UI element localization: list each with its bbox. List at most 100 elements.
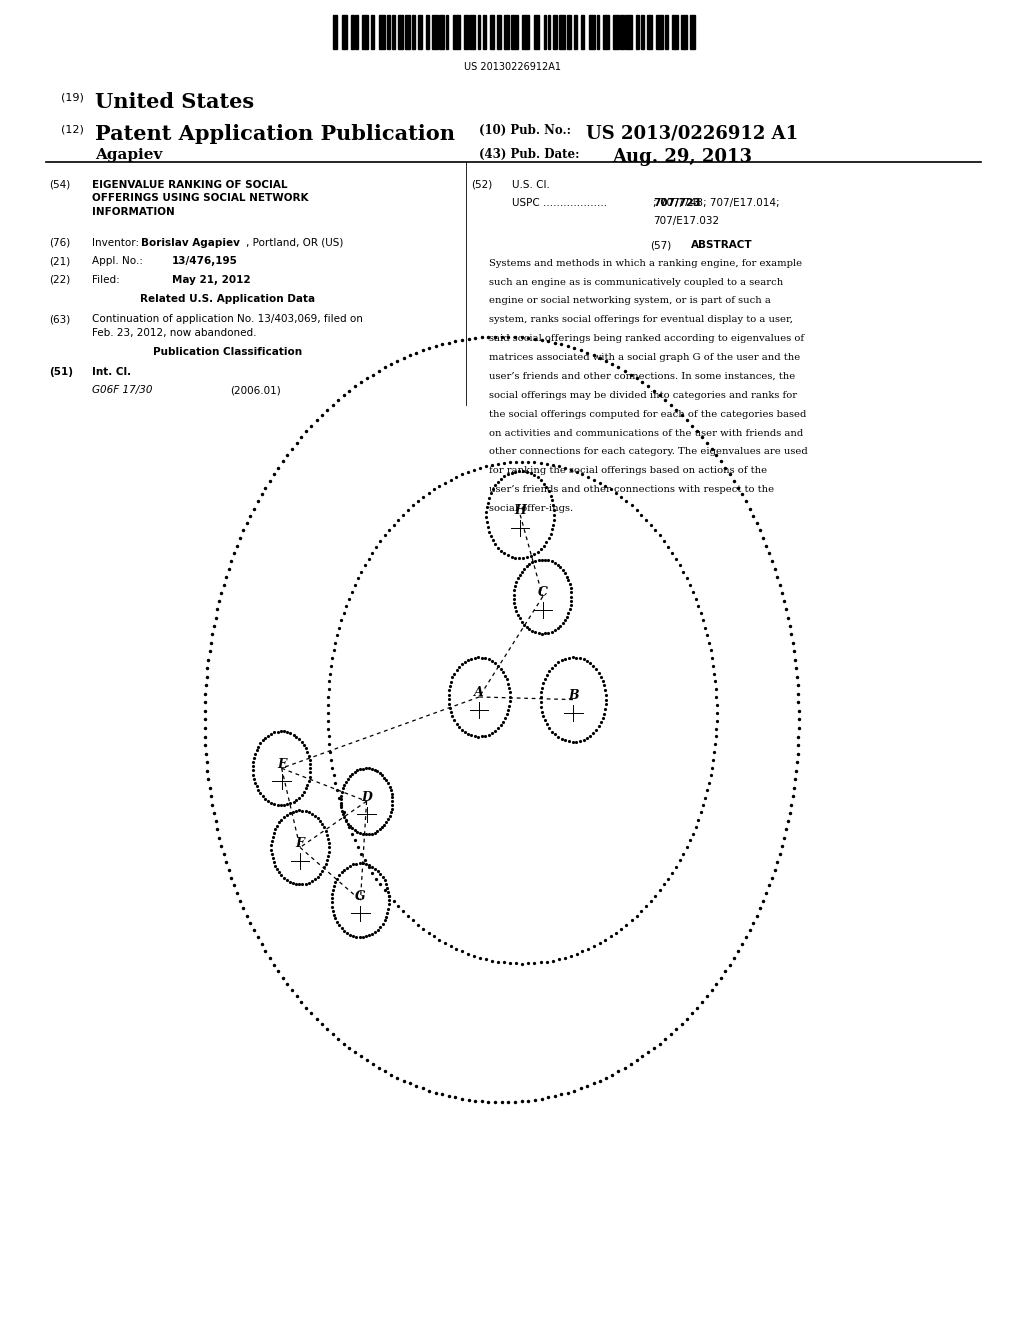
- Point: [497, 466, 513, 487]
- Point: [341, 589, 357, 610]
- Text: (76): (76): [49, 238, 71, 248]
- Point: [284, 979, 300, 1001]
- Point: [571, 648, 588, 669]
- Point: [660, 869, 677, 890]
- Point: [501, 1092, 517, 1113]
- Point: [708, 671, 724, 692]
- Point: [342, 924, 358, 945]
- Point: [325, 395, 341, 416]
- Point: [499, 669, 515, 690]
- Point: [415, 919, 431, 940]
- Point: [328, 908, 344, 929]
- Point: [372, 818, 388, 840]
- Point: [245, 764, 261, 785]
- Point: [381, 890, 397, 911]
- Point: [288, 800, 304, 821]
- Point: [344, 818, 360, 840]
- Point: [329, 869, 345, 890]
- Point: [646, 1038, 663, 1059]
- Point: [242, 506, 258, 527]
- Point: [348, 927, 365, 948]
- Point: [460, 723, 476, 744]
- Point: [441, 676, 458, 697]
- Point: [326, 640, 342, 661]
- Point: [540, 1086, 556, 1107]
- Point: [314, 813, 331, 834]
- Point: [198, 735, 214, 756]
- Point: [598, 684, 614, 705]
- Point: [767, 859, 783, 880]
- Point: [370, 919, 386, 940]
- Bar: [522, 15, 529, 49]
- Point: [368, 536, 384, 557]
- Point: [624, 909, 640, 931]
- Point: [674, 404, 690, 425]
- Point: [261, 470, 278, 491]
- Point: [547, 553, 563, 574]
- Point: [629, 1049, 645, 1071]
- Point: [334, 781, 350, 803]
- Bar: [646, 15, 652, 49]
- Text: (57): (57): [650, 240, 672, 251]
- Point: [651, 525, 668, 546]
- Point: [461, 1089, 477, 1110]
- Point: [440, 333, 457, 354]
- Point: [380, 898, 396, 919]
- Point: [206, 615, 222, 636]
- Point: [544, 721, 560, 742]
- Bar: [477, 15, 480, 49]
- Point: [713, 968, 729, 989]
- Point: [745, 912, 762, 933]
- Text: (43) Pub. Date:: (43) Pub. Date:: [479, 148, 580, 161]
- Point: [298, 997, 314, 1018]
- Point: [283, 793, 299, 814]
- Point: [427, 1082, 443, 1104]
- Point: [306, 805, 323, 826]
- Point: [579, 651, 595, 672]
- Text: May 21, 2012: May 21, 2012: [172, 275, 251, 285]
- Point: [559, 566, 575, 587]
- Point: [480, 648, 497, 669]
- Bar: [342, 15, 347, 49]
- Point: [213, 582, 229, 603]
- Point: [291, 800, 307, 821]
- Point: [342, 766, 358, 787]
- Point: [236, 898, 252, 919]
- Point: [595, 671, 611, 692]
- Point: [776, 590, 793, 611]
- Point: [201, 649, 217, 671]
- Point: [376, 814, 392, 836]
- Point: [752, 520, 768, 541]
- Point: [726, 948, 742, 969]
- Point: [709, 702, 725, 723]
- Point: [207, 810, 223, 832]
- Point: [534, 623, 550, 644]
- Point: [380, 882, 396, 903]
- Point: [502, 690, 518, 711]
- Point: [266, 722, 283, 743]
- Point: [684, 581, 700, 602]
- Point: [539, 952, 555, 973]
- Point: [497, 543, 513, 564]
- Point: [529, 467, 546, 488]
- Point: [480, 326, 497, 347]
- Point: [574, 941, 591, 962]
- Point: [345, 854, 361, 875]
- Point: [579, 727, 595, 748]
- Point: [702, 764, 719, 785]
- Point: [199, 667, 215, 688]
- Point: [354, 927, 371, 948]
- Point: [532, 696, 549, 717]
- Point: [493, 715, 509, 737]
- Point: [501, 696, 517, 717]
- Point: [694, 991, 711, 1012]
- Point: [353, 1045, 370, 1067]
- Point: [279, 445, 295, 466]
- Point: [786, 649, 803, 671]
- Point: [209, 599, 225, 620]
- Point: [545, 454, 561, 475]
- Point: [556, 946, 572, 968]
- Point: [246, 768, 262, 789]
- Point: [246, 747, 262, 768]
- Bar: [567, 15, 571, 49]
